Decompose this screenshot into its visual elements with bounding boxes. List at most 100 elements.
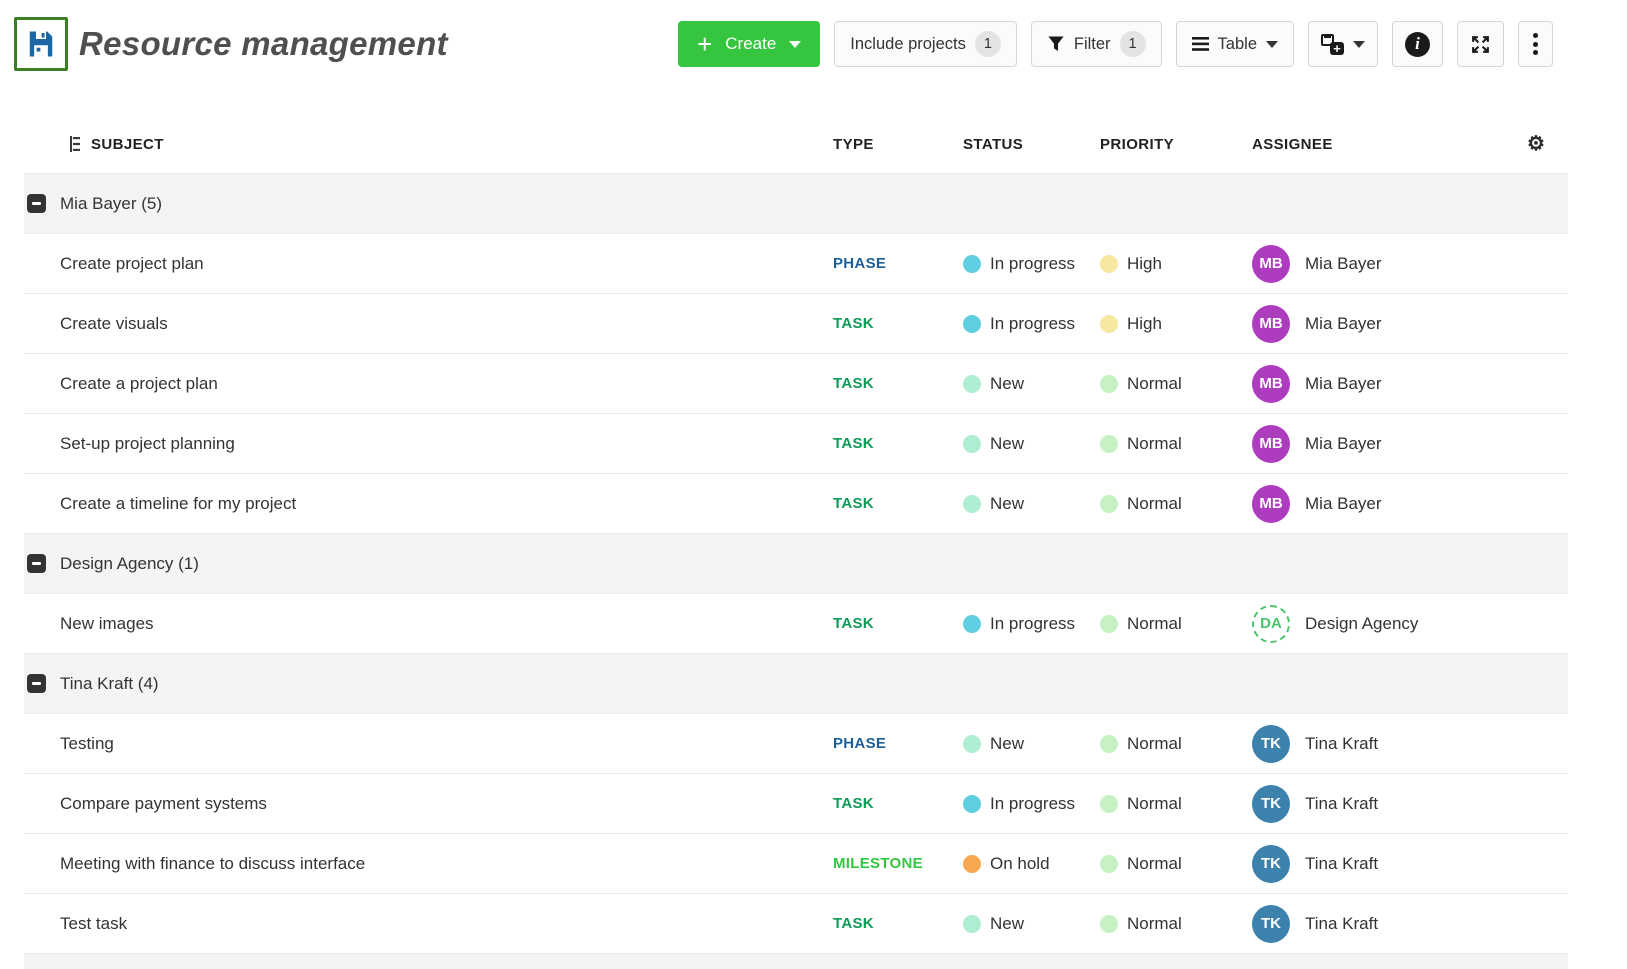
work-package-subject[interactable]: Test task [60, 913, 128, 933]
status-cell[interactable]: New [963, 914, 1100, 934]
priority-label: Normal [1127, 733, 1182, 753]
subject-cell: Create a timeline for my project [24, 494, 833, 514]
type-cell[interactable]: TASK [833, 795, 874, 812]
type-cell[interactable]: TASK [833, 915, 874, 932]
include-projects-button[interactable]: Include projects 1 [834, 21, 1017, 67]
column-header-subject[interactable]: SUBJECT [24, 136, 833, 153]
assignee-name: Tina Kraft [1305, 733, 1379, 753]
work-package-row[interactable]: Meeting with finance to discuss interfac… [24, 833, 1568, 893]
status-cell[interactable]: In progress [963, 254, 1100, 274]
work-package-subject[interactable]: New images [60, 613, 154, 633]
priority-dot [1100, 914, 1118, 933]
assignee-cell[interactable]: TK Tina Kraft [1252, 844, 1527, 883]
group-header-row[interactable]: Mia Bayer (5) [24, 173, 1568, 233]
work-package-row[interactable]: New images TASK In progress Normal DA Design … [24, 593, 1568, 653]
assignee-name: Mia Bayer [1305, 373, 1382, 393]
subject-cell: Meeting with finance to discuss interfac… [24, 854, 833, 874]
status-cell[interactable]: New [963, 374, 1100, 394]
work-package-row[interactable]: Set-up project planning TASK New Normal MB Mi… [24, 413, 1568, 473]
status-cell[interactable]: On hold [963, 854, 1100, 874]
work-package-subject[interactable]: Set-up project planning [60, 433, 235, 453]
priority-cell[interactable]: Normal [1100, 434, 1252, 454]
group-header-row[interactable]: Design Agency (1) [24, 533, 1568, 593]
status-cell[interactable]: New [963, 494, 1100, 514]
filter-button[interactable]: Filter 1 [1030, 21, 1162, 67]
work-package-subject[interactable]: Meeting with finance to discuss interfac… [60, 853, 366, 873]
column-header-priority[interactable]: PRIORITY [1100, 135, 1175, 153]
work-package-subject[interactable]: Compare payment systems [60, 793, 267, 813]
status-label: In progress [990, 313, 1076, 333]
assignee-cell[interactable]: DA Design Agency [1252, 604, 1527, 643]
assignee-cell[interactable]: MB Mia Bayer [1252, 364, 1527, 403]
priority-cell[interactable]: Normal [1100, 734, 1252, 754]
work-package-row[interactable]: Compare payment systems TASK In progress No… [24, 773, 1568, 833]
assignee-cell[interactable]: MB Mia Bayer [1252, 244, 1527, 283]
status-cell[interactable]: New [963, 434, 1100, 454]
type-cell[interactable]: TASK [833, 615, 874, 632]
save-view-button[interactable] [14, 17, 68, 71]
status-dot [963, 914, 981, 933]
table-view-icon [1191, 37, 1209, 51]
group-header-row[interactable]: Tina Kraft (4) [24, 653, 1568, 713]
assignee-cell[interactable]: MB Mia Bayer [1252, 484, 1527, 523]
minus-icon [32, 562, 41, 565]
chevron-down-icon [789, 40, 802, 48]
work-package-row[interactable]: Create a timeline for my project TASK New N… [24, 473, 1568, 533]
attribute-cards-button[interactable]: + [1308, 21, 1378, 67]
status-cell[interactable]: In progress [963, 794, 1100, 814]
type-cell[interactable]: TASK [833, 435, 874, 452]
table-settings-button[interactable]: ⚙ [1527, 134, 1568, 154]
more-options-button[interactable] [1518, 21, 1553, 67]
priority-cell[interactable]: Normal [1100, 494, 1252, 514]
work-package-subject[interactable]: Testing [60, 733, 114, 753]
type-cell[interactable]: MILESTONE [833, 855, 923, 872]
info-button[interactable]: i [1392, 21, 1443, 67]
status-cell[interactable]: In progress [963, 614, 1100, 634]
filter-label: Filter [1073, 34, 1111, 53]
collapse-group-button[interactable] [27, 554, 46, 573]
priority-cell[interactable]: Normal [1100, 614, 1252, 634]
assignee-cell[interactable]: TK Tina Kraft [1252, 784, 1527, 823]
type-cell[interactable]: PHASE [833, 255, 887, 272]
type-cell[interactable]: TASK [833, 495, 874, 512]
priority-cell[interactable]: High [1100, 254, 1252, 274]
priority-cell[interactable]: Normal [1100, 374, 1252, 394]
status-dot [963, 254, 981, 273]
type-cell[interactable]: TASK [833, 315, 874, 332]
assignee-cell[interactable]: MB Mia Bayer [1252, 304, 1527, 343]
work-package-subject[interactable]: Create a timeline for my project [60, 493, 297, 513]
type-cell[interactable]: PHASE [833, 735, 887, 752]
type-cell[interactable]: TASK [833, 375, 874, 392]
priority-label: High [1127, 253, 1162, 273]
priority-cell[interactable]: Normal [1100, 914, 1252, 934]
gear-icon: ⚙ [1527, 133, 1546, 155]
status-dot [963, 434, 981, 453]
priority-cell[interactable]: High [1100, 314, 1252, 334]
work-package-row[interactable]: Create visuals TASK In progress High MB Mia B… [24, 293, 1568, 353]
priority-cell[interactable]: Normal [1100, 854, 1252, 874]
work-package-row[interactable]: Testing PHASE New Normal TK Tina Kraft [24, 713, 1568, 773]
work-package-subject[interactable]: Create a project plan [60, 373, 218, 393]
column-header-type[interactable]: TYPE [833, 135, 874, 153]
assignee-cell[interactable]: TK Tina Kraft [1252, 724, 1527, 763]
collapse-group-button[interactable] [27, 674, 46, 693]
status-dot [963, 794, 981, 813]
work-package-row[interactable]: Test task TASK New Normal TK Tina Kraft [24, 893, 1568, 953]
assignee-cell[interactable]: MB Mia Bayer [1252, 424, 1527, 463]
kebab-menu-icon [1531, 33, 1540, 55]
priority-dot [1100, 854, 1118, 873]
column-header-assignee[interactable]: ASSIGNEE [1252, 135, 1333, 153]
column-header-status[interactable]: STATUS [963, 135, 1024, 153]
view-mode-button[interactable]: Table [1175, 21, 1294, 67]
create-button[interactable]: + Create [678, 21, 821, 67]
status-cell[interactable]: In progress [963, 314, 1100, 334]
work-package-subject[interactable]: Create project plan [60, 253, 204, 273]
fullscreen-button[interactable] [1457, 21, 1504, 67]
collapse-group-button[interactable] [27, 194, 46, 213]
assignee-cell[interactable]: TK Tina Kraft [1252, 904, 1527, 943]
status-cell[interactable]: New [963, 734, 1100, 754]
work-package-subject[interactable]: Create visuals [60, 313, 168, 333]
work-package-row[interactable]: Create project plan PHASE In progress High M… [24, 233, 1568, 293]
work-package-row[interactable]: Create a project plan TASK New Normal MB Mia … [24, 353, 1568, 413]
priority-cell[interactable]: Normal [1100, 794, 1252, 814]
